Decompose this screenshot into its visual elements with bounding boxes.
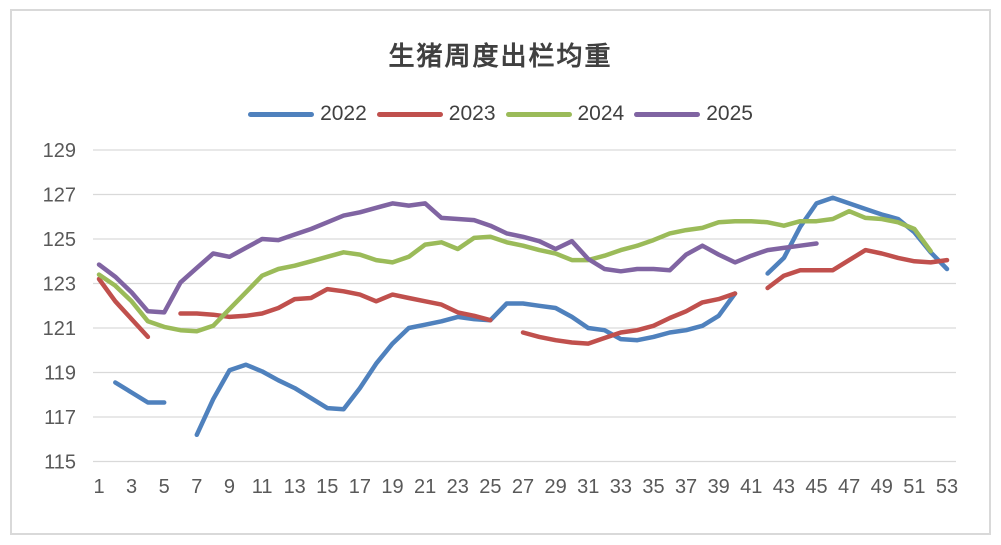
series-line-2024 <box>96 208 933 334</box>
legend-label-2025: 2025 <box>706 102 753 125</box>
x-axis-label-11: 11 <box>252 476 273 498</box>
y-axis-label-127: 127 <box>43 185 76 207</box>
legend-line-swatch-2025 <box>634 111 701 117</box>
chart-title: 生猪周度出栏均重 <box>388 42 613 71</box>
y-axis-label-125: 125 <box>43 229 76 251</box>
x-axis-label-3: 3 <box>126 476 137 498</box>
y-axis-label-119: 119 <box>44 363 76 385</box>
x-axis-label-15: 15 <box>316 476 338 498</box>
x-axis-label-53: 53 <box>936 476 958 498</box>
x-axis-label-7: 7 <box>191 476 202 498</box>
series-line-2023 <box>96 247 950 346</box>
x-axis-label-21: 21 <box>414 476 436 498</box>
x-axis-label-45: 45 <box>805 476 827 498</box>
y-axis-label-117: 117 <box>44 407 76 429</box>
x-axis-label-17: 17 <box>349 476 371 498</box>
legend-line-swatch-2024 <box>505 111 572 117</box>
legend-label-2022: 2022 <box>320 102 367 125</box>
x-axis-label-49: 49 <box>871 476 893 498</box>
x-axis-label-5: 5 <box>159 476 170 498</box>
x-axis-label-23: 23 <box>447 476 469 498</box>
legend: 2022 2023 2024 2025 <box>0 102 1001 126</box>
x-axis-label-25: 25 <box>479 476 501 498</box>
y-axis-label-123: 123 <box>43 274 76 296</box>
legend-line-swatch-2022 <box>248 111 315 117</box>
x-axis-label-39: 39 <box>708 476 730 498</box>
x-axis-label-27: 27 <box>512 476 534 498</box>
legend-item-2022[interactable]: 2022 <box>248 102 367 126</box>
legend-line-swatch-2023 <box>376 111 443 117</box>
x-axis-label-31: 31 <box>577 476 599 498</box>
legend-item-2023[interactable]: 2023 <box>376 102 496 126</box>
x-axis-label-13: 13 <box>284 476 306 498</box>
x-axis-label-29: 29 <box>544 476 566 498</box>
x-axis-label-9: 9 <box>224 476 235 498</box>
legend-item-2024[interactable]: 2024 <box>505 102 625 126</box>
y-axis-label-115: 115 <box>44 452 76 474</box>
x-axis-label-47: 47 <box>838 476 860 498</box>
legend-label-2023: 2023 <box>448 102 496 125</box>
x-axis-label-33: 33 <box>610 476 632 498</box>
legend-item-2025[interactable]: 2025 <box>634 102 753 126</box>
x-axis-label-1: 1 <box>93 476 104 498</box>
x-axis-label-43: 43 <box>773 476 795 498</box>
x-axis-label-51: 51 <box>903 476 925 498</box>
x-axis-label-41: 41 <box>740 476 762 498</box>
x-axis-label-19: 19 <box>381 476 403 498</box>
y-axis-label-121: 121 <box>43 318 76 340</box>
x-axis-label-37: 37 <box>675 476 697 498</box>
legend-label-2024: 2024 <box>577 102 625 125</box>
x-axis-label-35: 35 <box>642 476 664 498</box>
y-axis-label-129: 129 <box>43 140 76 162</box>
series-line-2025 <box>96 201 819 315</box>
